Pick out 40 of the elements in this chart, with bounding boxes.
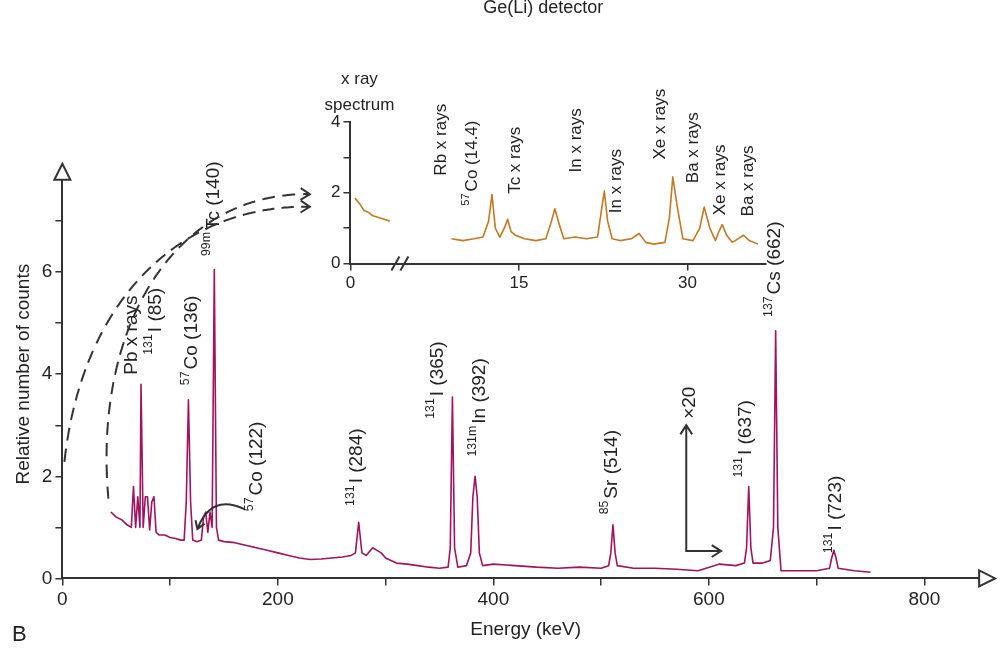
annotation: 131I (637) xyxy=(731,400,755,478)
y-axis-title: Relative number of counts xyxy=(11,263,33,485)
annotation: 57Co (136) xyxy=(178,295,202,386)
text: B xyxy=(12,621,27,646)
x-tick-label: 200 xyxy=(262,588,294,610)
annotation: 131I (365) xyxy=(423,341,447,419)
y-tick-label: 0 xyxy=(330,253,341,273)
x-tick-label: 800 xyxy=(908,588,941,610)
annotation: 57Co (122) xyxy=(242,421,266,512)
y-tick-label: 4 xyxy=(41,362,53,384)
x-tick-label: 400 xyxy=(477,588,510,610)
annotation: Pb x rays xyxy=(120,295,142,375)
annotation: 137Cs (662) xyxy=(761,221,785,317)
annotation: Xe x rays xyxy=(649,88,669,160)
y-tick-label: 6 xyxy=(41,260,53,282)
annotation: 57Co (14.4) xyxy=(459,120,482,206)
annotation: 131I (85) xyxy=(141,287,165,355)
x-tick-label: 600 xyxy=(693,588,725,610)
annotation: ×20 xyxy=(677,386,699,419)
annotation: Ba x rays xyxy=(682,112,702,184)
annotation: 85Sr (514) xyxy=(597,429,621,515)
y-tick-label: 2 xyxy=(330,182,341,202)
annotation: 131I (284) xyxy=(342,428,367,506)
annotation: In x rays xyxy=(565,108,585,173)
x-tick-label: 30 xyxy=(677,273,697,293)
annotation: Tc x rays xyxy=(504,126,524,194)
annotation: Xe x rays xyxy=(709,144,729,216)
annotation: Rb x rays xyxy=(431,103,451,176)
y-tick-label: 0 xyxy=(41,566,53,588)
x-tick-label: 15 xyxy=(509,273,529,293)
x-tick-label: 0 xyxy=(57,588,68,610)
chart-title: Ge(Li) detector xyxy=(483,0,604,18)
y-axis-title: x ray spectrum xyxy=(324,68,395,114)
x-axis-title: Energy (keV) xyxy=(470,617,582,639)
annotation: In x rays xyxy=(605,148,625,214)
annotation: 131mIn (392) xyxy=(465,358,489,457)
y-tick-label: 2 xyxy=(41,464,53,486)
annotation: 131I (723) xyxy=(821,475,845,554)
x-tick-label: 0 xyxy=(345,273,356,293)
annotation: Ba x rays xyxy=(737,145,757,217)
